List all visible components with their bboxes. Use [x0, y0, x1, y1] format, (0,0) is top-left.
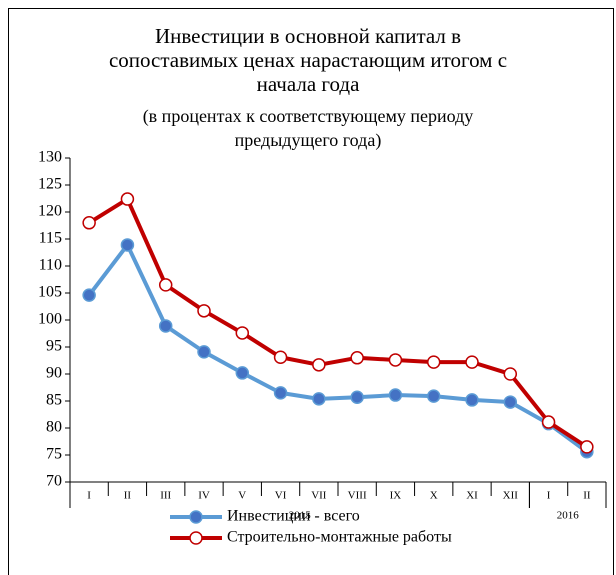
- x-tick-label: VII: [311, 490, 327, 502]
- series-marker: [158, 319, 173, 333]
- group-label: 2016: [557, 510, 580, 522]
- y-tick-label: 80: [46, 419, 62, 436]
- legend-marker: [189, 531, 203, 545]
- series-marker: [580, 440, 594, 454]
- y-tick-label: 120: [38, 203, 62, 220]
- chart-title: Инвестиции в основной капитал в сопостав…: [108, 24, 508, 96]
- series-marker: [350, 390, 364, 404]
- x-tick-label: VIII: [348, 490, 367, 502]
- legend-marker: [189, 510, 203, 524]
- x-tick-label: IV: [198, 490, 210, 502]
- x-tick-label: XI: [466, 490, 478, 502]
- series-marker: [197, 345, 211, 359]
- x-tick-label: IX: [390, 490, 402, 502]
- series-marker: [273, 386, 288, 400]
- series-marker: [312, 358, 326, 372]
- y-tick-label: 90: [46, 365, 62, 382]
- legend-label: Инвестиции - всего: [227, 508, 360, 525]
- y-tick-label: 125: [38, 176, 62, 193]
- series-marker: [158, 278, 173, 292]
- series-marker: [503, 367, 518, 381]
- x-tick-label: III: [160, 490, 171, 502]
- legend-label: Строительно-монтажные работы: [227, 529, 452, 546]
- y-tick-label: 100: [38, 311, 62, 328]
- y-tick-label: 70: [46, 473, 62, 490]
- series-marker: [235, 326, 250, 340]
- series-marker: [388, 388, 403, 402]
- x-tick-label: V: [238, 490, 246, 502]
- series-marker: [82, 216, 96, 230]
- series-marker: [426, 355, 441, 369]
- series-marker: [350, 351, 364, 365]
- series-marker: [465, 355, 479, 369]
- chart-subtitle: (в процентах к соответствующему периоду …: [142, 106, 474, 150]
- x-tick-label: I: [547, 490, 551, 502]
- series-marker: [503, 395, 518, 409]
- frame: [8, 8, 614, 575]
- group-label: 2015: [289, 510, 312, 522]
- y-tick-label: 85: [46, 392, 62, 409]
- series-marker: [388, 353, 403, 367]
- y-tick-label: 130: [38, 149, 62, 166]
- series-marker: [235, 366, 250, 380]
- series-marker: [197, 304, 211, 318]
- x-tick-label: II: [124, 490, 132, 502]
- series-marker: [120, 238, 135, 252]
- y-tick-label: 95: [46, 338, 62, 355]
- series-marker: [465, 393, 479, 407]
- series-marker: [312, 392, 326, 406]
- series-marker: [541, 415, 556, 429]
- y-tick-label: 75: [46, 446, 62, 463]
- y-tick-label: 110: [39, 257, 62, 274]
- x-tick-label: XII: [503, 490, 519, 502]
- y-tick-label: 105: [38, 284, 62, 301]
- x-tick-label: I: [87, 490, 91, 502]
- x-tick-label: X: [430, 490, 438, 502]
- x-tick-label: VI: [275, 490, 287, 502]
- x-tick-label: II: [583, 490, 591, 502]
- series-marker: [273, 350, 288, 365]
- series-marker: [82, 288, 96, 302]
- y-tick-label: 115: [39, 230, 62, 247]
- series-marker: [426, 389, 441, 403]
- series-marker: [120, 192, 135, 206]
